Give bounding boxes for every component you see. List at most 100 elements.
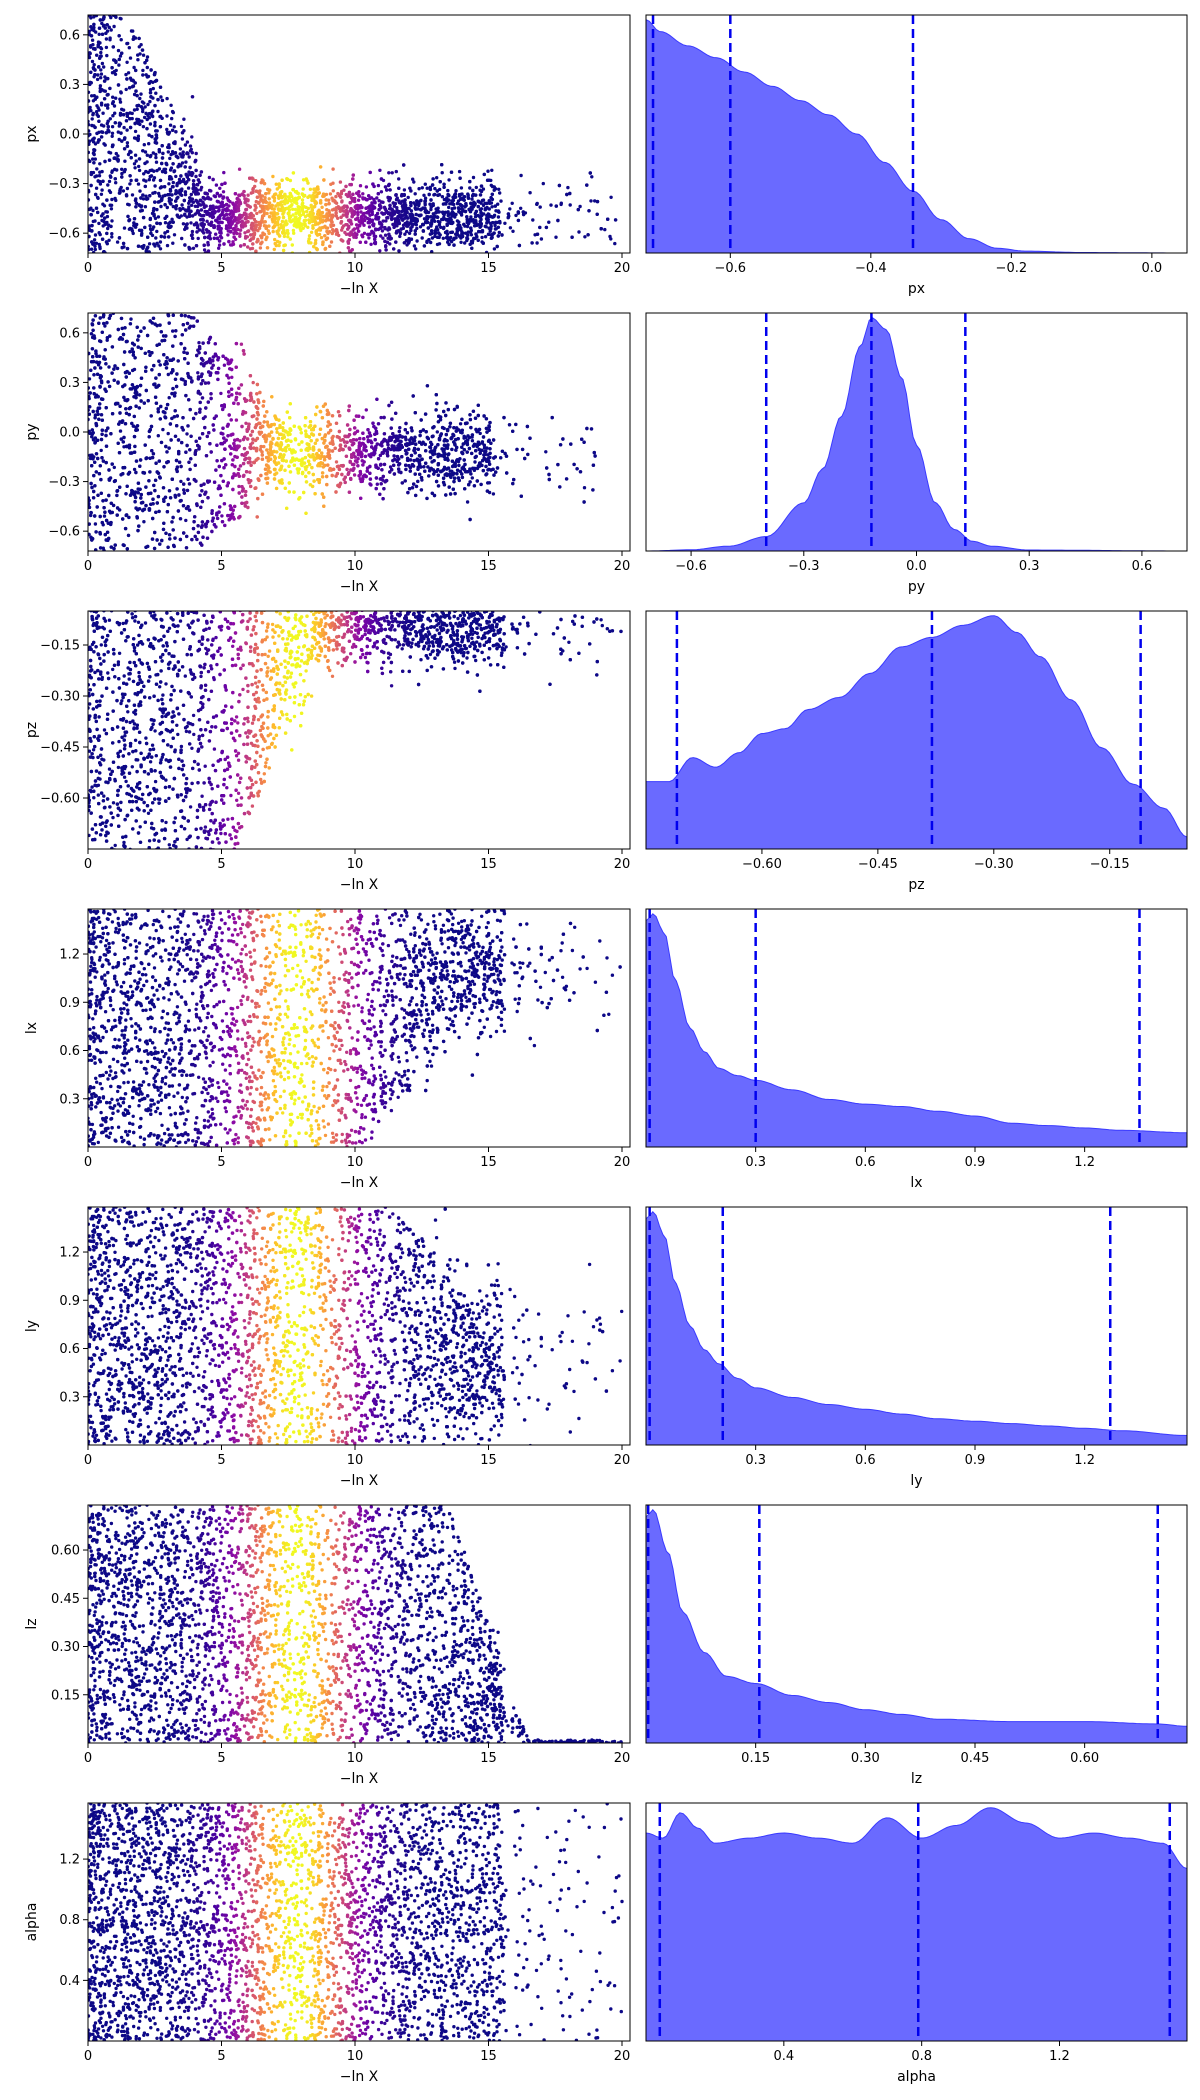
trace-point — [425, 186, 429, 190]
trace-point — [496, 234, 500, 238]
trace-point — [194, 191, 198, 196]
trace-point — [339, 219, 344, 224]
trace-point — [243, 236, 248, 240]
trace-point — [196, 178, 201, 182]
trace-point — [234, 223, 238, 228]
trace-point — [583, 235, 587, 239]
trace-point — [131, 84, 136, 88]
trace-point — [143, 225, 147, 230]
trace-point — [373, 227, 378, 231]
trace-point — [106, 125, 111, 129]
trace-point — [465, 224, 470, 229]
trace-point — [526, 255, 529, 258]
trace-point — [114, 151, 119, 156]
trace-point — [265, 246, 270, 250]
trace-point — [296, 217, 301, 221]
trace-point — [497, 230, 501, 235]
trace-point — [282, 234, 287, 239]
trace-point — [271, 174, 275, 179]
trace-point — [93, 219, 97, 223]
trace-point — [288, 191, 292, 196]
trace-point — [217, 239, 222, 243]
trace-point — [338, 180, 343, 184]
trace-point — [94, 186, 99, 190]
trace-point — [184, 225, 188, 230]
trace-point — [88, 226, 91, 230]
trace-point — [200, 229, 205, 233]
trace-point — [334, 232, 339, 236]
trace-point — [465, 217, 469, 222]
trace-point — [147, 242, 152, 246]
trace-point — [368, 232, 372, 236]
trace-point — [216, 216, 221, 220]
trace-point — [311, 226, 315, 230]
trace-point — [132, 108, 137, 112]
trace-point — [134, 201, 139, 205]
trace-point — [586, 233, 590, 237]
trace-point — [180, 203, 184, 207]
trace-point — [470, 246, 474, 250]
trace-point — [273, 192, 278, 196]
trace-point — [98, 56, 102, 60]
trace-point — [159, 204, 163, 209]
trace-point — [570, 235, 574, 239]
trace-xtick-0-2-label: 10 — [347, 261, 364, 276]
trace-point — [117, 191, 122, 195]
trace-point — [363, 257, 366, 260]
trace-point — [89, 25, 93, 29]
trace-point — [96, 73, 100, 77]
trace-point — [93, 175, 97, 179]
trace-point — [99, 192, 104, 196]
trace-point — [339, 215, 343, 219]
trace-point — [154, 129, 158, 133]
trace-point — [205, 219, 209, 223]
trace-point — [287, 216, 292, 221]
trace-point — [125, 144, 130, 148]
trace-point — [246, 204, 251, 208]
trace-point — [91, 43, 95, 47]
trace-point — [169, 202, 173, 206]
trace-point — [322, 194, 326, 198]
trace-point — [153, 200, 157, 204]
trace-point — [207, 188, 212, 193]
trace-point — [394, 197, 399, 202]
trace-point — [124, 87, 128, 92]
trace-point — [442, 215, 446, 220]
trace-point — [402, 188, 407, 192]
trace-point — [331, 167, 335, 171]
trace-point — [89, 213, 93, 217]
trace-point — [310, 198, 314, 203]
trace-point — [408, 186, 412, 190]
trace-point — [474, 193, 478, 197]
trace-point — [171, 151, 175, 156]
trace-point — [155, 207, 159, 212]
trace-point — [370, 218, 375, 222]
trace-point — [93, 244, 97, 248]
trace-point — [415, 201, 420, 205]
trace-point — [429, 205, 433, 209]
trace-point — [385, 188, 389, 192]
trace-point — [421, 222, 425, 227]
trace-point — [244, 207, 248, 212]
trace-point — [180, 193, 184, 197]
trace-point — [190, 214, 195, 218]
trace-point — [92, 47, 96, 51]
trace-point — [447, 205, 451, 210]
trace-point — [192, 223, 197, 227]
trace-point — [364, 240, 368, 244]
trace-point — [440, 195, 445, 199]
trace-point — [489, 221, 493, 226]
trace-point — [403, 216, 407, 220]
trace-point — [165, 214, 169, 219]
trace-point — [345, 205, 349, 209]
trace-point — [288, 266, 291, 269]
trace-point — [478, 208, 483, 212]
trace-point — [395, 224, 399, 228]
trace-point — [160, 116, 164, 121]
trace-point — [89, 247, 94, 251]
trace-point — [339, 191, 344, 196]
trace-point — [141, 215, 146, 220]
trace-point — [373, 240, 378, 245]
trace-point — [169, 103, 173, 108]
trace-point — [392, 247, 396, 251]
